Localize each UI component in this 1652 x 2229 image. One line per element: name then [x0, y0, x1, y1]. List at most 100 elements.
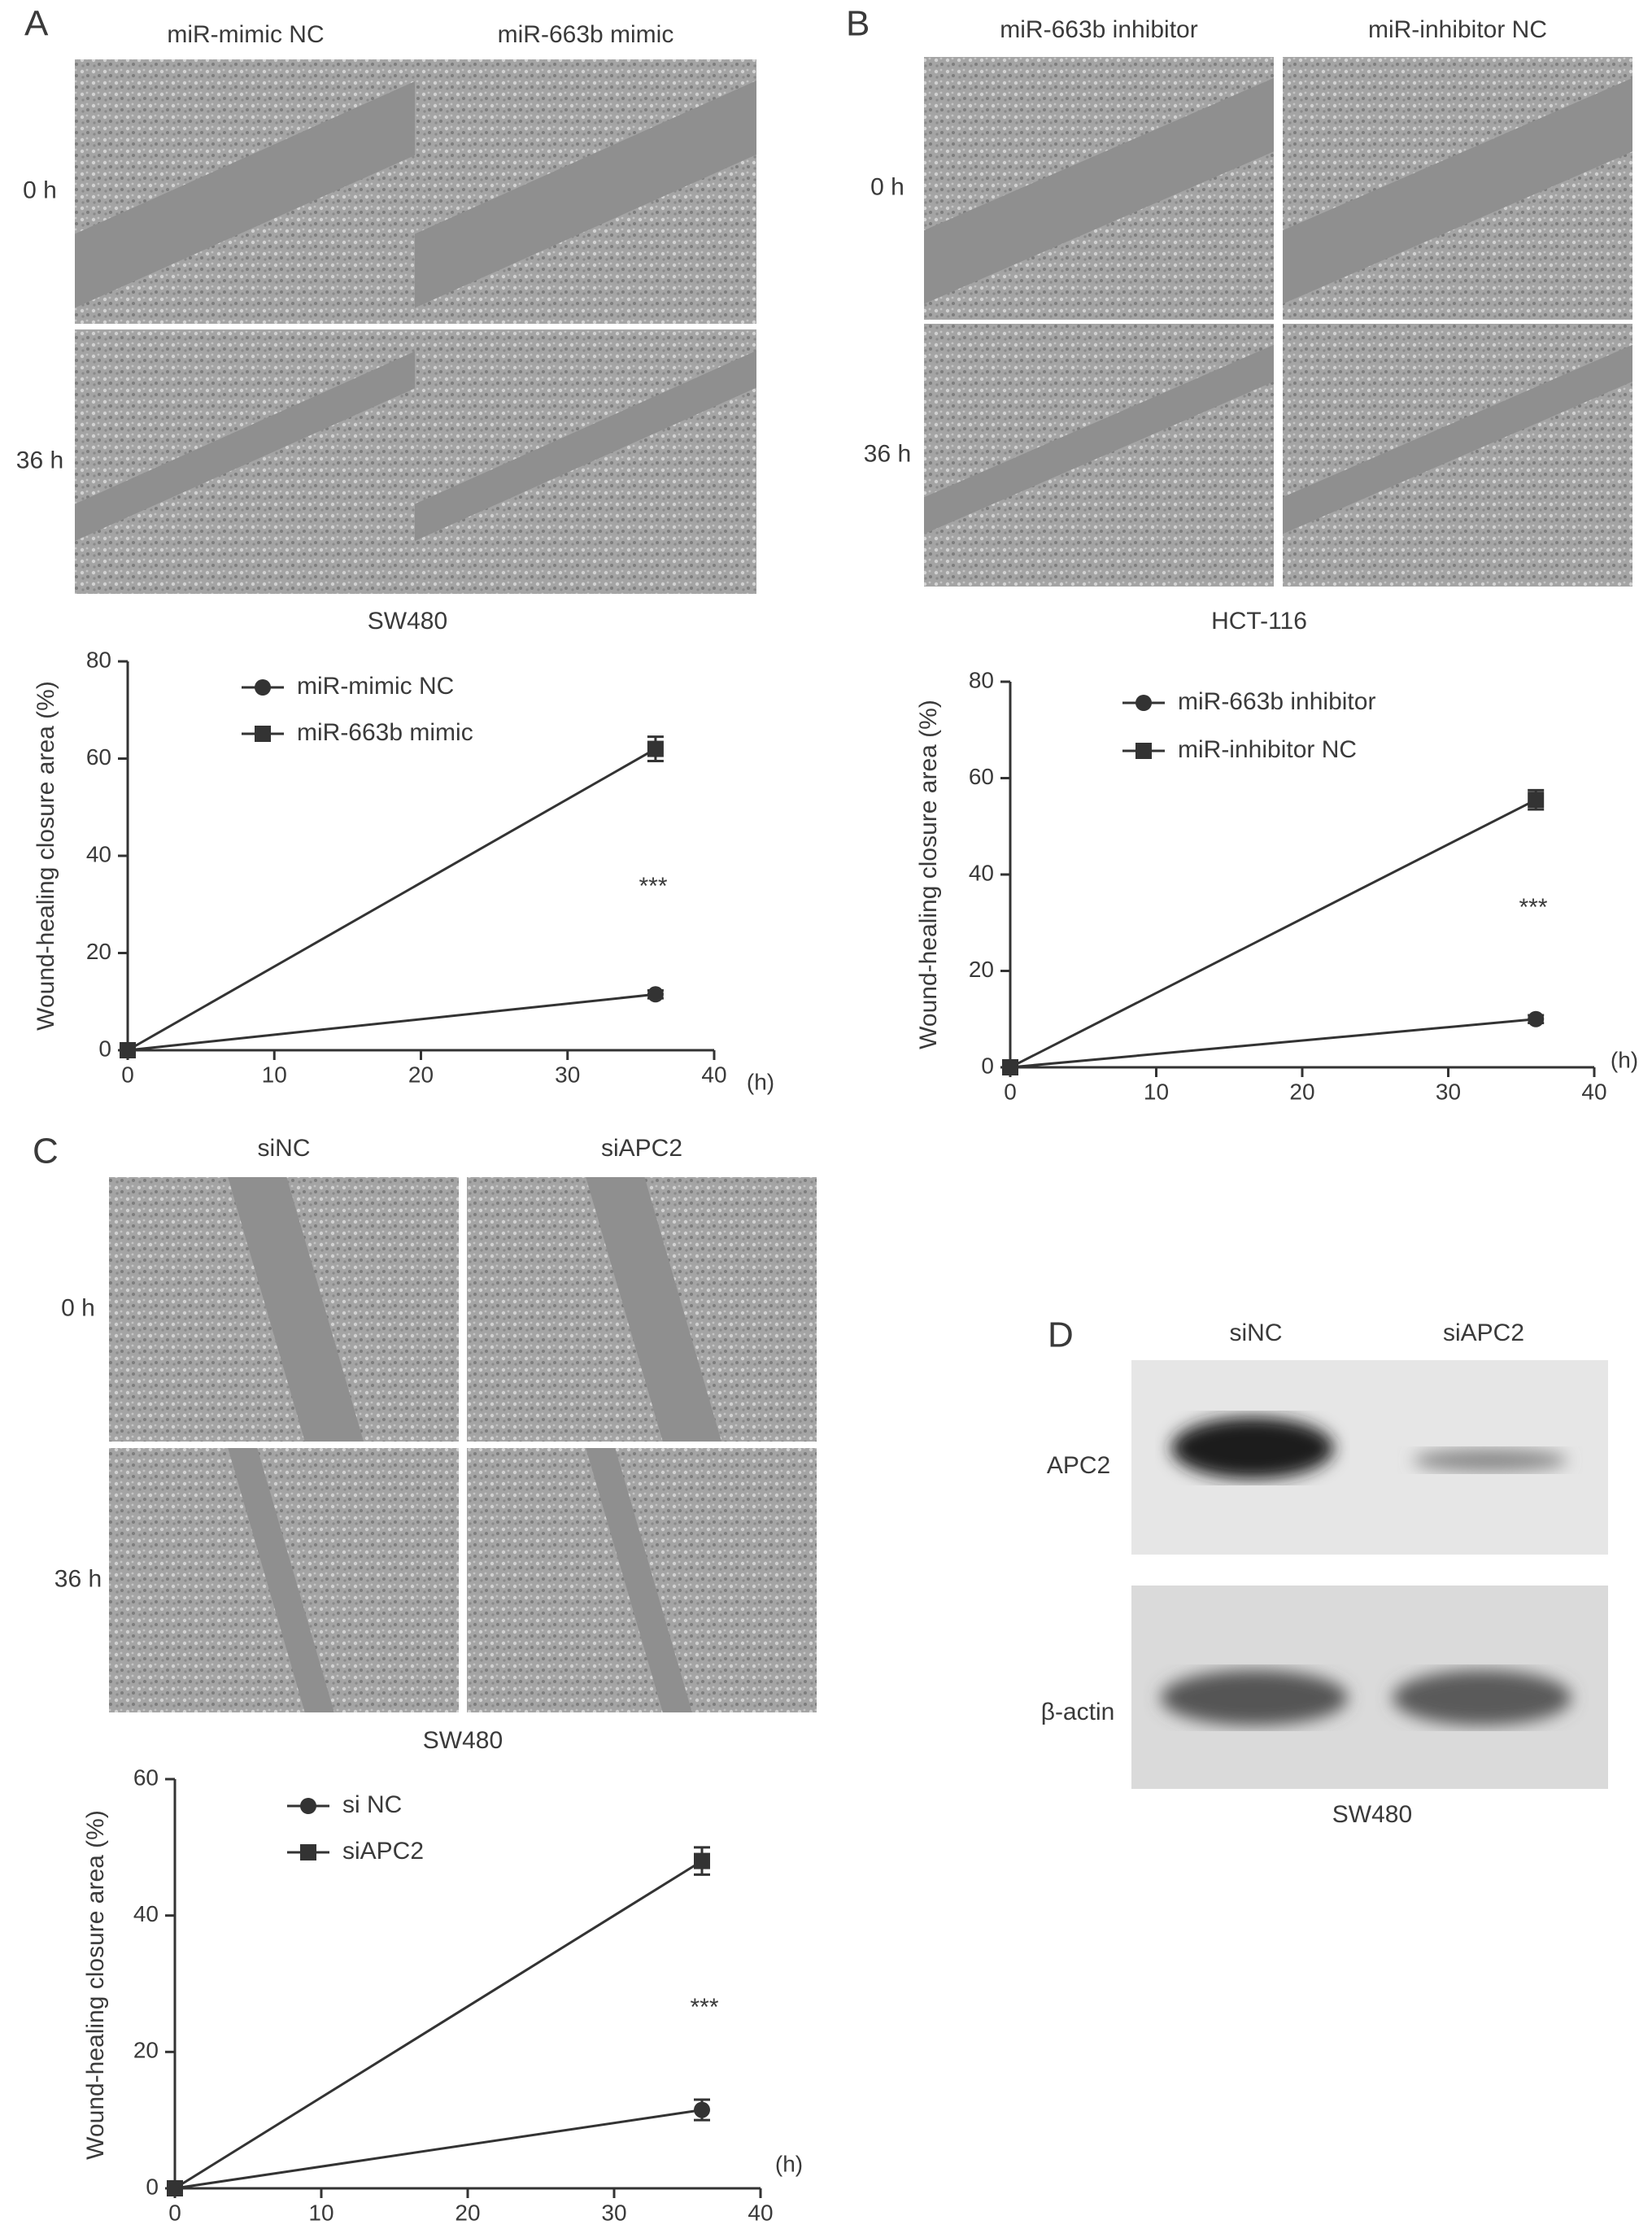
wound [586, 1448, 692, 1712]
legend-marker [1135, 695, 1152, 711]
y-tick-label: 20 [969, 957, 994, 982]
x-tick-label: 10 [262, 1062, 287, 1087]
lane-label: siAPC2 [1443, 1320, 1524, 1346]
series-line [1009, 798, 1536, 1069]
wound [228, 1177, 364, 1442]
x-tick-label: 30 [1436, 1079, 1461, 1104]
marker [694, 1852, 710, 1869]
band [1393, 1670, 1571, 1725]
column-label: miR-mimic NC [167, 21, 324, 48]
x-tick-label: 0 [121, 1062, 134, 1087]
y-tick-label: 20 [86, 939, 111, 964]
y-tick-label: 0 [98, 1036, 111, 1061]
column-label: miR-663b inhibitor [1000, 16, 1197, 43]
annotation: *** [1519, 894, 1547, 921]
marker [1002, 1059, 1018, 1075]
marker [647, 986, 664, 1003]
y-tick-label: 60 [133, 1764, 159, 1790]
micrograph [467, 1177, 817, 1442]
micrograph [924, 57, 1274, 320]
x-tick-label: 40 [701, 1062, 726, 1087]
micrograph [1283, 57, 1632, 320]
column-label: miR-663b mimic [498, 21, 674, 48]
wound [75, 81, 416, 308]
series-line [174, 1860, 703, 2190]
micrograph [75, 59, 416, 324]
micrograph [109, 1448, 459, 1712]
legend-marker [255, 679, 271, 696]
micrograph [924, 324, 1274, 587]
marker [167, 2180, 183, 2196]
column-label: siAPC2 [601, 1135, 682, 1162]
wound [415, 351, 756, 541]
marker [1528, 1010, 1545, 1027]
y-tick-label: 20 [133, 2038, 159, 2063]
column-label: siNC [258, 1135, 311, 1162]
wound [924, 77, 1274, 304]
micrograph [75, 329, 416, 594]
x-tick-label: 20 [408, 1062, 434, 1087]
x-axis-label: (h) [747, 1069, 774, 1094]
series-line [127, 992, 656, 1052]
x-tick-label: 20 [1289, 1079, 1314, 1104]
x-axis-label: (h) [1611, 1047, 1638, 1072]
x-tick-label: 0 [1004, 1079, 1017, 1104]
micrograph [415, 329, 756, 594]
row-label: 0 h [870, 173, 904, 200]
annotation: *** [690, 1994, 718, 2021]
x-tick-label: 30 [601, 2200, 626, 2225]
x-axis-label: (h) [775, 2151, 803, 2176]
annotation: *** [639, 873, 667, 900]
legend-label: miR-663b inhibitor [1178, 688, 1375, 715]
wound [415, 81, 756, 308]
micrograph [415, 59, 756, 324]
legend-label: siAPC2 [342, 1838, 424, 1865]
marker [694, 2101, 710, 2118]
x-tick-label: 10 [308, 2200, 333, 2225]
legend-label: miR-mimic NC [297, 673, 454, 700]
y-tick-label: 0 [146, 2174, 159, 2199]
y-tick-label: 0 [981, 1053, 994, 1078]
y-tick-label: 60 [86, 744, 111, 770]
wound [75, 351, 416, 541]
y-axis-label: Wound-healing closure area (%) [82, 1810, 109, 2160]
row-label: 0 h [23, 177, 57, 203]
marker [1528, 792, 1545, 809]
band [1161, 1670, 1348, 1725]
wound [924, 344, 1274, 534]
wound [1283, 77, 1632, 304]
row-label: 36 h [54, 1565, 102, 1592]
panel-letter: A [24, 4, 49, 44]
x-tick-label: 0 [168, 2200, 181, 2225]
micrograph [1283, 324, 1632, 587]
micrograph [109, 1177, 459, 1442]
y-tick-label: 80 [86, 647, 111, 672]
cell-line: SW480 [368, 608, 447, 635]
wound [228, 1448, 334, 1712]
legend-marker [1135, 743, 1152, 759]
series-line [127, 748, 656, 1052]
series-line [174, 2109, 703, 2190]
y-axis-label: Wound-healing closure area (%) [915, 700, 942, 1049]
panel-letter: C [33, 1132, 59, 1171]
band-label: APC2 [1047, 1452, 1110, 1479]
row-label: 36 h [16, 447, 63, 473]
x-tick-label: 30 [555, 1062, 580, 1087]
cell-line: SW480 [423, 1727, 503, 1754]
series-line [1009, 1018, 1536, 1069]
y-tick-label: 40 [133, 1901, 159, 1926]
legend-marker [255, 726, 271, 742]
marker [647, 740, 664, 757]
band-label: β-actin [1041, 1699, 1115, 1725]
wound [1283, 344, 1632, 534]
column-label: miR-inhibitor NC [1368, 16, 1547, 43]
cell-line: HCT-116 [1211, 608, 1307, 635]
lane-label: siNC [1230, 1320, 1283, 1346]
band [1171, 1417, 1334, 1479]
y-tick-label: 40 [86, 841, 111, 866]
cell-line: SW480 [1332, 1801, 1412, 1828]
panel-letter: D [1048, 1315, 1074, 1355]
marker [120, 1042, 136, 1058]
wound [586, 1177, 722, 1442]
